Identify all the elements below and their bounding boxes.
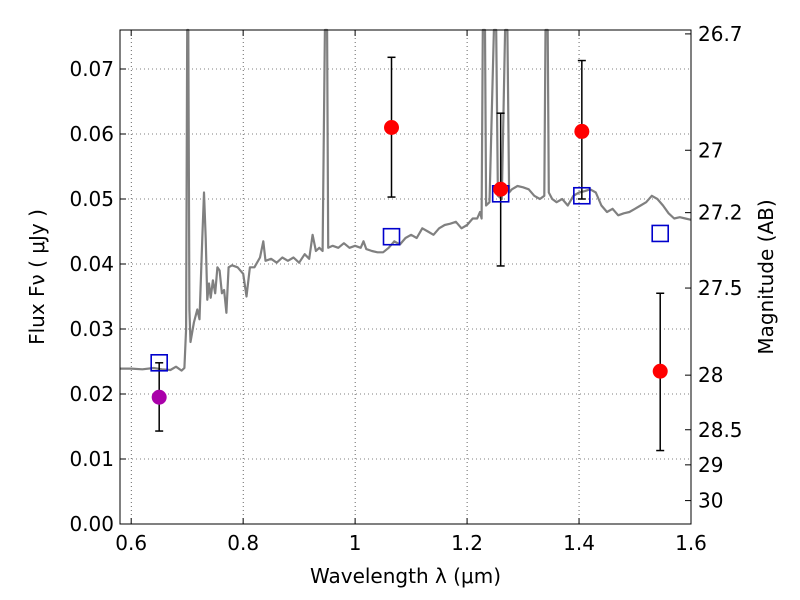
observed-point [574, 123, 590, 139]
x-axis-ticks: 0.6 0.8 1 1.2 1.4 1.6 [115, 30, 707, 555]
observed-point [151, 389, 167, 405]
x-tick-label: 1 [349, 531, 362, 555]
x-tick-label: 1.4 [563, 531, 595, 555]
y-tick-label: 0.01 [69, 447, 114, 471]
model-flux-squares [150, 185, 670, 372]
y-tick-label: 0.06 [69, 122, 114, 146]
y-axis-ticks: 0.00 0.01 0.02 0.03 0.04 0.05 0.06 0.07 [69, 57, 126, 536]
model-flux-square [651, 224, 670, 243]
spectrum-line [120, 28, 692, 372]
x-tick-label: 0.6 [115, 531, 147, 555]
right-tick-label: 30 [698, 489, 723, 513]
right-axis-ticks: 26.7 27 27.2 27.5 28 28.5 29 30 [685, 22, 743, 513]
right-tick-label: 28.5 [698, 418, 743, 442]
y-tick-label: 0.00 [69, 512, 114, 536]
right-tick-label: 29 [698, 453, 723, 477]
observed-points [151, 120, 668, 405]
y-axis-label: Flux Fν ( μJy ) [25, 209, 49, 345]
x-tick-label: 1.6 [675, 531, 707, 555]
y-tick-label: 0.05 [69, 187, 114, 211]
model-flux-square [382, 227, 401, 246]
model-flux-square [573, 186, 591, 205]
right-axis-label: Magnitude (AB) [754, 199, 778, 354]
right-tick-label: 27.2 [698, 201, 743, 225]
plot-frame [119, 29, 692, 525]
right-tick-label: 27 [698, 138, 723, 162]
observed-point [493, 181, 509, 197]
y-tick-label: 0.04 [69, 252, 114, 276]
model-spectrum [120, 28, 692, 372]
y-tick-label: 0.07 [69, 57, 114, 81]
observed-point [652, 363, 668, 379]
observed-point [384, 120, 400, 135]
x-tick-label: 0.8 [227, 531, 259, 555]
right-tick-label: 28 [698, 363, 723, 387]
error-bars [155, 56, 665, 452]
model-flux-square [150, 353, 168, 372]
x-axis-label: Wavelength λ (μm) [310, 564, 501, 588]
x-tick-label: 1.2 [451, 531, 483, 555]
right-tick-label: 27.5 [698, 276, 743, 300]
y-tick-label: 0.02 [69, 382, 114, 406]
right-tick-label: 26.7 [698, 22, 743, 46]
y-tick-label: 0.03 [69, 317, 114, 341]
